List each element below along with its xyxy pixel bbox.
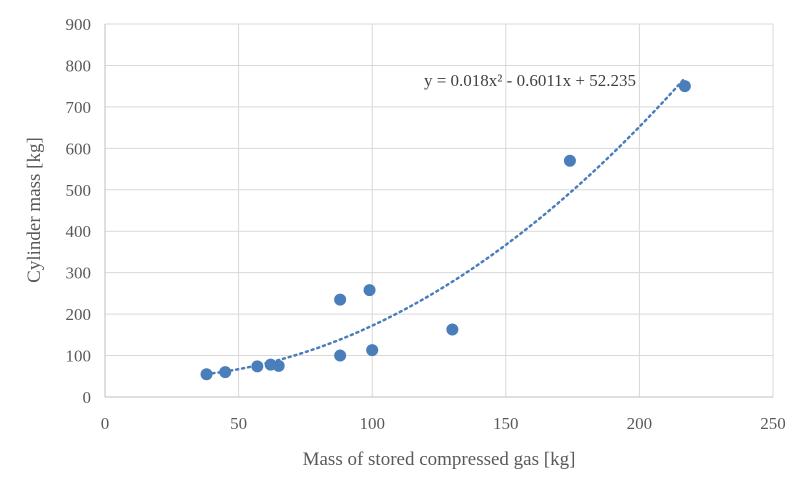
x-tick-label: 100 [359,414,385,433]
x-tick-label: 250 [760,414,786,433]
y-tick-label: 500 [66,181,92,200]
data-point [200,368,213,381]
data-point [334,293,347,306]
y-tick-label: 300 [66,264,92,283]
y-axis-title: Cylinder mass [kg] [24,137,45,283]
data-point [334,349,347,362]
y-tick-label: 0 [83,388,92,407]
data-point [446,323,459,336]
x-tick-label: 50 [230,414,247,433]
data-point [366,344,379,357]
gridlines [105,23,774,397]
data-points [200,80,691,381]
x-axis-title: Mass of stored compressed gas [kg] [303,449,576,470]
data-point [219,366,232,379]
y-tick-label: 600 [66,139,92,158]
trendline-equation: y = 0.018x² - 0.6011x + 52.235 [424,71,636,90]
x-tick-label: 200 [627,414,653,433]
data-point [251,360,264,373]
data-point [678,80,691,93]
tick-labels: 0 100 200 300 400 500 600 700 800 900 0 50 100 150 200… [66,15,786,433]
y-tick-label: 700 [66,98,92,117]
y-tick-label: 900 [66,15,92,34]
y-tick-label: 200 [66,305,92,324]
trendline [205,76,687,376]
x-tick-label: 0 [101,414,110,433]
data-point [563,154,576,167]
data-point [272,359,285,372]
data-point [363,284,376,297]
y-tick-label: 400 [66,222,92,241]
y-tick-label: 800 [66,56,92,75]
axes [104,24,773,398]
x-tick-label: 150 [493,414,519,433]
y-tick-label: 100 [66,347,92,366]
